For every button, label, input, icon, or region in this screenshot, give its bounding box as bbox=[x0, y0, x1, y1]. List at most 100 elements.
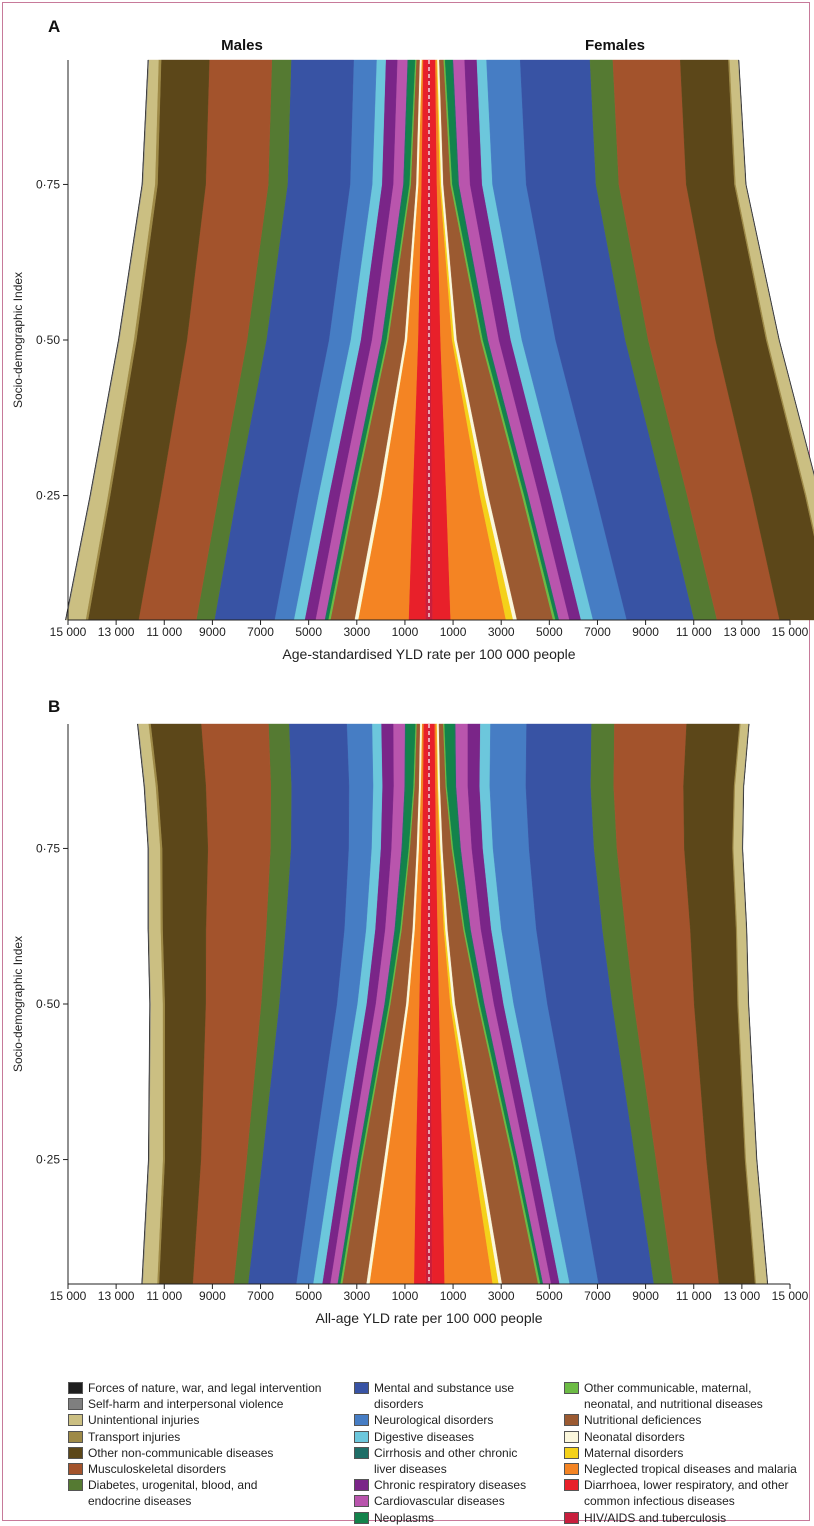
legend-item: Maternal disorders bbox=[564, 1445, 804, 1461]
x-tick-label: 7000 bbox=[247, 1289, 274, 1303]
legend-item: Chronic respiratory diseases bbox=[354, 1477, 584, 1493]
legend-item: Other communicable, maternal, neonatal, … bbox=[564, 1380, 799, 1412]
legend-label: Transport injuries bbox=[88, 1429, 181, 1444]
legend-label: Nutritional deficiences bbox=[584, 1413, 702, 1428]
legend-label: Mental and substance use disorders bbox=[374, 1381, 515, 1412]
legend-swatch bbox=[68, 1479, 83, 1492]
legend-label: Neonatal disorders bbox=[584, 1429, 685, 1444]
x-tick-label: 7000 bbox=[584, 625, 611, 639]
legend-label: Diarrhoea, lower respiratory, and other … bbox=[584, 1478, 789, 1509]
legend-swatch bbox=[68, 1446, 83, 1459]
legend-label: Other non-communicable diseases bbox=[88, 1445, 274, 1460]
x-tick-label: 1000 bbox=[440, 625, 467, 639]
panel-letter: A bbox=[48, 17, 60, 36]
legend-swatch bbox=[564, 1511, 579, 1524]
x-tick-label: 7000 bbox=[247, 625, 274, 639]
legend-swatch bbox=[564, 1382, 579, 1394]
x-tick-label: 11 000 bbox=[146, 625, 182, 639]
x-tick-label: 1000 bbox=[440, 1289, 467, 1303]
y-tick-label: 0·25 bbox=[36, 489, 60, 503]
x-tick-label: 11 000 bbox=[676, 625, 712, 639]
females-label: Females bbox=[585, 37, 645, 54]
legend-label: Neurological disorders bbox=[374, 1413, 494, 1428]
x-tick-label: 5000 bbox=[295, 1289, 322, 1303]
legend-label: Diabetes, urogenital, blood, and endocri… bbox=[88, 1478, 258, 1509]
y-tick-label: 0·75 bbox=[36, 177, 60, 191]
legend-label: Other communicable, maternal, neonatal, … bbox=[584, 1381, 763, 1412]
legend-swatch bbox=[354, 1414, 369, 1427]
legend-column-2: Mental and substance use disorders Neuro… bbox=[354, 1380, 584, 1526]
x-tick-label: 5000 bbox=[295, 625, 322, 639]
legend: Forces of nature, war, and legal interve… bbox=[64, 1380, 804, 1525]
legend-item: HIV/AIDS and tuberculosis bbox=[564, 1510, 804, 1526]
band-male bbox=[137, 723, 151, 1285]
legend-swatch bbox=[68, 1463, 83, 1476]
x-tick-label: 3000 bbox=[488, 1289, 515, 1303]
y-axis-label: Socio-demographic Index bbox=[11, 272, 25, 408]
x-tick-label: 5000 bbox=[536, 1289, 563, 1303]
x-axis-label: All-age YLD rate per 100 000 people bbox=[315, 1310, 542, 1326]
x-tick-label: 11 000 bbox=[676, 1289, 712, 1303]
x-tick-label: 1000 bbox=[392, 625, 419, 639]
legend-label: Chronic respiratory diseases bbox=[374, 1478, 527, 1493]
x-tick-label: 15 000 bbox=[772, 625, 809, 639]
x-tick-label: 3000 bbox=[488, 625, 515, 639]
legend-item: Transport injuries bbox=[68, 1429, 358, 1445]
band-male bbox=[65, 59, 149, 621]
legend-label: Cirrhosis and other chronic liver diseas… bbox=[374, 1445, 518, 1477]
legend-swatch bbox=[354, 1430, 369, 1443]
legend-swatch bbox=[354, 1511, 369, 1524]
legend-swatch bbox=[354, 1382, 369, 1394]
band-female bbox=[742, 723, 769, 1285]
legend-item: Cardiovascular diseases bbox=[354, 1493, 584, 1509]
x-tick-label: 15 000 bbox=[50, 1289, 87, 1303]
legend-label: Neoplasms bbox=[374, 1510, 435, 1525]
legend-swatch bbox=[564, 1414, 579, 1427]
legend-label: Digestive diseases bbox=[374, 1429, 475, 1444]
legend-swatch bbox=[564, 1479, 579, 1492]
x-tick-label: 3000 bbox=[343, 625, 370, 639]
panel-B: 15 000 13 000 11 000 9000 7000 5000 3000 1000 10… bbox=[11, 697, 809, 1326]
chart-figure: 15 000 13 000 11 000 9000 7000 5000 3000 1000 10… bbox=[11, 17, 814, 1326]
legend-label: Forces of nature, war, and legal interve… bbox=[88, 1381, 322, 1395]
legend-item: Unintentional injuries bbox=[68, 1412, 358, 1428]
legend-swatch bbox=[68, 1382, 83, 1394]
legend-swatch bbox=[68, 1398, 83, 1411]
legend-label: Unintentional injuries bbox=[88, 1413, 200, 1428]
x-tick-label: 7000 bbox=[584, 1289, 611, 1303]
x-tick-label: 3000 bbox=[343, 1289, 370, 1303]
x-tick-label: 13 000 bbox=[724, 625, 761, 639]
legend-swatch bbox=[564, 1446, 579, 1459]
legend-swatch bbox=[564, 1463, 579, 1476]
x-tick-label: 5000 bbox=[536, 625, 563, 639]
males-label: Males bbox=[221, 37, 263, 54]
x-tick-label: 9000 bbox=[199, 1289, 226, 1303]
legend-item: Neonatal disorders bbox=[564, 1429, 804, 1445]
legend-label: Neglected tropical diseases and malaria bbox=[584, 1462, 797, 1477]
x-tick-label: 13 000 bbox=[724, 1289, 761, 1303]
legend-item: Cirrhosis and other chronic liver diseas… bbox=[354, 1445, 539, 1477]
legend-item: Musculoskeletal disorders bbox=[68, 1461, 358, 1477]
x-tick-label: 11 000 bbox=[146, 1289, 182, 1303]
band-female bbox=[738, 59, 814, 475]
x-tick-label: 13 000 bbox=[98, 1289, 135, 1303]
x-tick-label: 9000 bbox=[199, 625, 226, 639]
legend-item: Neglected tropical diseases and malaria bbox=[564, 1461, 804, 1477]
x-tick-label: 15 000 bbox=[50, 625, 87, 639]
y-tick-label: 0·50 bbox=[36, 333, 60, 347]
legend-label: Musculoskeletal disorders bbox=[88, 1462, 227, 1477]
panel-A: 15 000 13 000 11 000 9000 7000 5000 3000 1000 10… bbox=[11, 17, 814, 662]
legend-swatch bbox=[564, 1430, 579, 1443]
legend-item: Neoplasms bbox=[354, 1510, 584, 1526]
legend-item: Diabetes, urogenital, blood, and endocri… bbox=[68, 1477, 303, 1509]
panel-letter: B bbox=[48, 697, 60, 716]
legend-item: Self-harm and interpersonal violence bbox=[68, 1396, 358, 1412]
legend-column-1: Forces of nature, war, and legal interve… bbox=[68, 1380, 358, 1510]
legend-label: Cardiovascular diseases bbox=[374, 1494, 505, 1509]
legend-item: Neurological disorders bbox=[354, 1412, 584, 1428]
legend-item: Diarrhoea, lower respiratory, and other … bbox=[564, 1477, 794, 1509]
legend-item: Digestive diseases bbox=[354, 1429, 584, 1445]
legend-label: HIV/AIDS and tuberculosis bbox=[584, 1510, 727, 1525]
legend-item: Mental and substance use disorders bbox=[354, 1380, 539, 1412]
